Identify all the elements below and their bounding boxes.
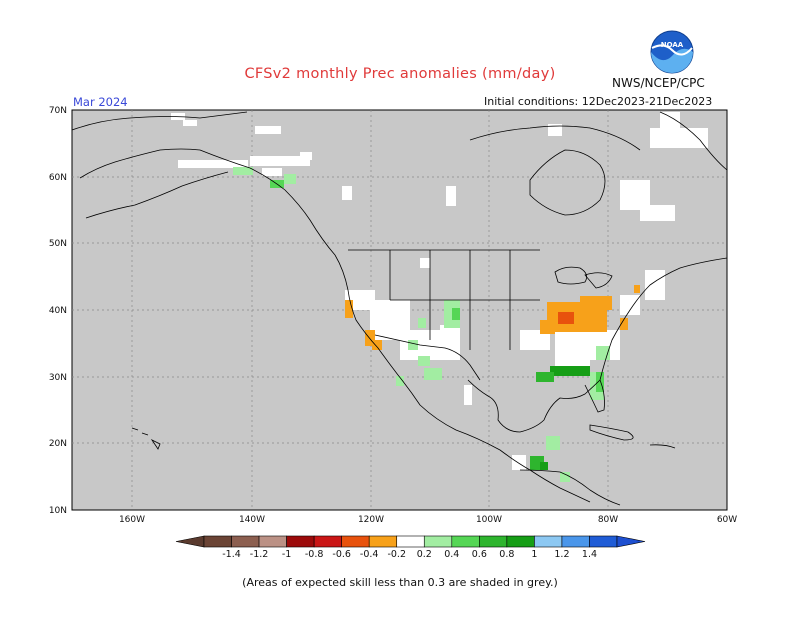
lat-label-70n: 70N xyxy=(49,106,67,116)
colorbar-swatch xyxy=(203,535,232,548)
colorbar-tick-label: 1.2 xyxy=(554,549,569,560)
colorbar-swatch xyxy=(506,535,535,548)
colorbar-swatch xyxy=(286,535,315,548)
colorbar-swatch xyxy=(451,535,480,548)
colorbar-high-arrow xyxy=(616,535,646,548)
colorbar-swatch xyxy=(479,535,508,548)
lat-label-50n: 50N xyxy=(49,239,67,249)
colorbar-tick-label: 0.4 xyxy=(444,549,459,560)
colorbar-swatch xyxy=(341,535,370,548)
initial-conditions: Initial conditions: 12Dec2023-21Dec2023 xyxy=(484,95,713,108)
lat-label-20n: 20N xyxy=(49,439,67,449)
colorbar-swatch xyxy=(589,535,618,548)
lon-label-160w: 160W xyxy=(119,515,145,525)
lon-label-140w: 140W xyxy=(239,515,265,525)
colorbar-swatch xyxy=(561,535,590,548)
forecast-month: Mar 2024 xyxy=(73,95,128,109)
organization-label: NWS/NCEP/CPC xyxy=(612,76,705,90)
colorbar-tick-label: 0.6 xyxy=(472,549,487,560)
coastlines xyxy=(71,111,728,506)
colorbar-tick-label: -1 xyxy=(282,549,291,560)
positive-anomaly-areas xyxy=(233,167,610,482)
colorbar-swatch xyxy=(258,535,287,548)
colorbar-swatch xyxy=(368,535,398,548)
colorbar-tick-label: -1.4 xyxy=(222,549,241,560)
lon-label-120w: 120W xyxy=(358,515,384,525)
colorbar-tick-label: 0.8 xyxy=(499,549,514,560)
lon-label-60w: 60W xyxy=(717,515,737,525)
lon-label-100w: 100W xyxy=(476,515,502,525)
colorbar-tick-label: -1.2 xyxy=(250,549,269,560)
skill-footnote: (Areas of expected skill less than 0.3 a… xyxy=(242,576,558,589)
colorbar-swatch xyxy=(423,535,453,548)
colorbar-tick-label: 0.2 xyxy=(417,549,432,560)
latitude-labels: 70N 60N 50N 40N 30N 20N 10N xyxy=(49,106,67,516)
colorbar-tick-label: -0.4 xyxy=(360,549,379,560)
chart-title: CFSv2 monthly Prec anomalies (mm/day) xyxy=(244,66,556,82)
lat-label-60n: 60N xyxy=(49,173,67,183)
colorbar-swatch xyxy=(313,535,342,548)
colorbar-tick-label: -0.8 xyxy=(305,549,324,560)
colorbar: -1.4 -1.2 -1 -0.8 -0.6 -0.4 -0.2 0.2 0.4 0.6 0.8 1 1… xyxy=(175,535,646,560)
longitude-labels: 160W 140W 120W 100W 80W 60W xyxy=(119,515,737,525)
noaa-logo-icon: NOAA xyxy=(650,30,694,74)
colorbar-low-arrow xyxy=(175,535,205,548)
lon-label-80w: 80W xyxy=(598,515,618,525)
logo-text: NOAA xyxy=(661,41,684,49)
lat-label-40n: 40N xyxy=(49,306,67,316)
lat-label-30n: 30N xyxy=(49,373,67,383)
negative-anomaly-areas xyxy=(345,285,640,350)
colorbar-tick-label: -0.6 xyxy=(332,549,351,560)
lat-label-10n: 10N xyxy=(49,506,67,516)
colorbar-tick-label: 1.4 xyxy=(582,549,597,560)
colorbar-tick-label: -0.2 xyxy=(387,549,406,560)
colorbar-tick-label: 1 xyxy=(531,549,537,560)
colorbar-swatch xyxy=(231,535,260,548)
colorbar-swatch xyxy=(396,535,425,548)
colorbar-swatch xyxy=(534,535,563,548)
